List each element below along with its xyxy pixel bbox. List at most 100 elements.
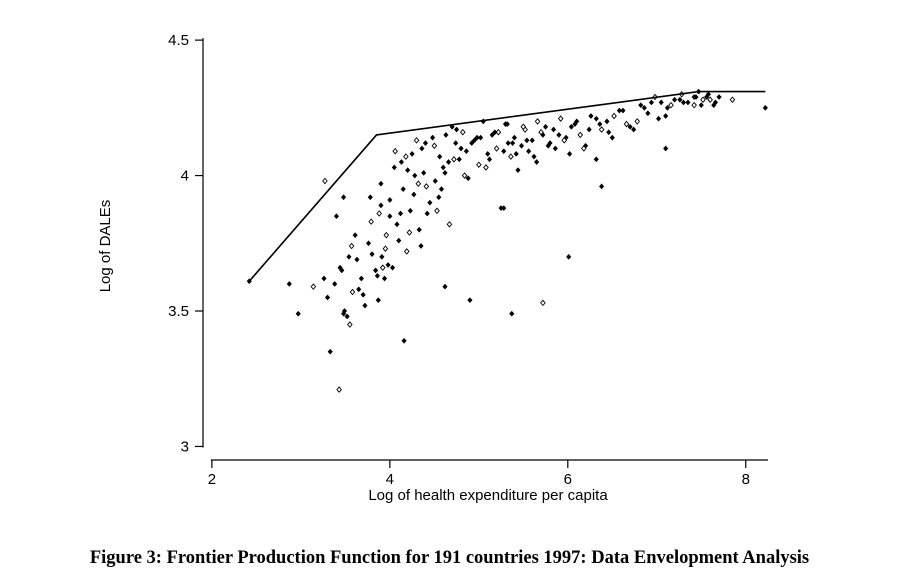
data-point: [520, 123, 527, 131]
data-point: [540, 131, 546, 138]
data-point: [407, 207, 413, 214]
data-point: [513, 150, 519, 157]
data-point: [432, 178, 438, 184]
y-axis-label: Log of DALEs: [97, 200, 114, 293]
data-point: [327, 348, 333, 355]
data-point: [340, 310, 347, 317]
data-point: [616, 107, 623, 114]
data-point: [658, 99, 664, 106]
data-point: [712, 99, 719, 106]
data-point: [401, 337, 407, 344]
data-point: [609, 134, 615, 141]
data-point: [387, 196, 393, 203]
x-tick-label: 2: [208, 471, 216, 488]
data-point: [485, 150, 491, 157]
data-point: [638, 102, 644, 109]
data-point: [337, 264, 343, 271]
data-point: [436, 194, 442, 201]
data-point: [440, 164, 446, 171]
data-point: [566, 253, 572, 260]
y-tick-label: 3: [181, 438, 189, 455]
data-point: [511, 134, 518, 141]
data-point: [346, 253, 352, 260]
data-point: [397, 210, 404, 217]
data-point: [505, 140, 511, 147]
data-point: [542, 123, 549, 130]
data-point: [524, 137, 530, 144]
data-point: [415, 180, 422, 187]
x-tick-label: 4: [386, 471, 394, 488]
data-point: [501, 205, 507, 212]
x-axis: 2 4 6 8: [208, 459, 768, 488]
data-point: [378, 180, 384, 187]
y-tick-label: 3.5: [168, 303, 189, 320]
data-point: [648, 99, 655, 106]
data-point: [453, 126, 460, 133]
data-point: [663, 145, 669, 152]
data-point: [442, 283, 448, 290]
data-point: [354, 256, 360, 263]
data-point: [409, 150, 415, 157]
data-point: [391, 164, 397, 171]
data-point: [504, 121, 510, 128]
data-point: [634, 118, 640, 125]
data-point: [336, 386, 342, 393]
data-point: [540, 299, 546, 307]
data-point: [671, 96, 678, 103]
data-point: [362, 302, 368, 309]
data-point: [581, 145, 587, 152]
data-point: [531, 153, 537, 160]
data-point: [406, 229, 413, 236]
data-point: [489, 131, 495, 138]
data-point: [550, 126, 557, 133]
data-point: [403, 153, 409, 160]
data-point: [427, 199, 433, 206]
data-point: [691, 101, 697, 109]
data-point: [509, 310, 515, 317]
data-point: [389, 264, 396, 271]
data-point: [431, 142, 438, 150]
data-point: [352, 232, 358, 239]
data-point: [597, 121, 603, 128]
data-point: [492, 129, 498, 136]
data-point: [645, 110, 651, 117]
data-point: [418, 243, 424, 249]
data-point: [598, 126, 605, 133]
data-point: [465, 175, 471, 182]
data-point: [381, 275, 388, 282]
data-point: [372, 267, 379, 274]
data-point: [668, 101, 674, 109]
data-point: [460, 128, 466, 136]
data-point: [398, 159, 405, 166]
data-point: [356, 286, 362, 293]
data-point: [685, 99, 691, 106]
data-point: [383, 231, 390, 239]
data-point: [349, 288, 356, 296]
data-point: [416, 226, 422, 233]
data-point: [526, 148, 532, 155]
data-point: [348, 242, 355, 250]
data-point: [413, 137, 420, 144]
data-point: [443, 131, 449, 138]
data-point: [403, 248, 410, 255]
data-point: [423, 183, 430, 190]
data-point: [385, 261, 391, 268]
data-point: [434, 207, 440, 215]
data-point: [703, 94, 710, 100]
data-point: [405, 167, 411, 174]
data-point: [445, 159, 452, 166]
data-point: [574, 118, 580, 125]
data-point: [374, 272, 381, 279]
data-point: [534, 159, 540, 166]
data-point: [556, 131, 562, 138]
data-point: [680, 99, 687, 106]
data-point: [437, 153, 443, 160]
data-point: [295, 310, 301, 317]
x-tick-label: 6: [564, 471, 572, 488]
data-point: [508, 153, 514, 160]
data-point: [333, 213, 340, 220]
data-point: [477, 134, 484, 141]
x-axis-label: Log of health expenditure per capita: [368, 487, 608, 504]
data-point: [396, 237, 402, 244]
data-point: [693, 94, 699, 100]
